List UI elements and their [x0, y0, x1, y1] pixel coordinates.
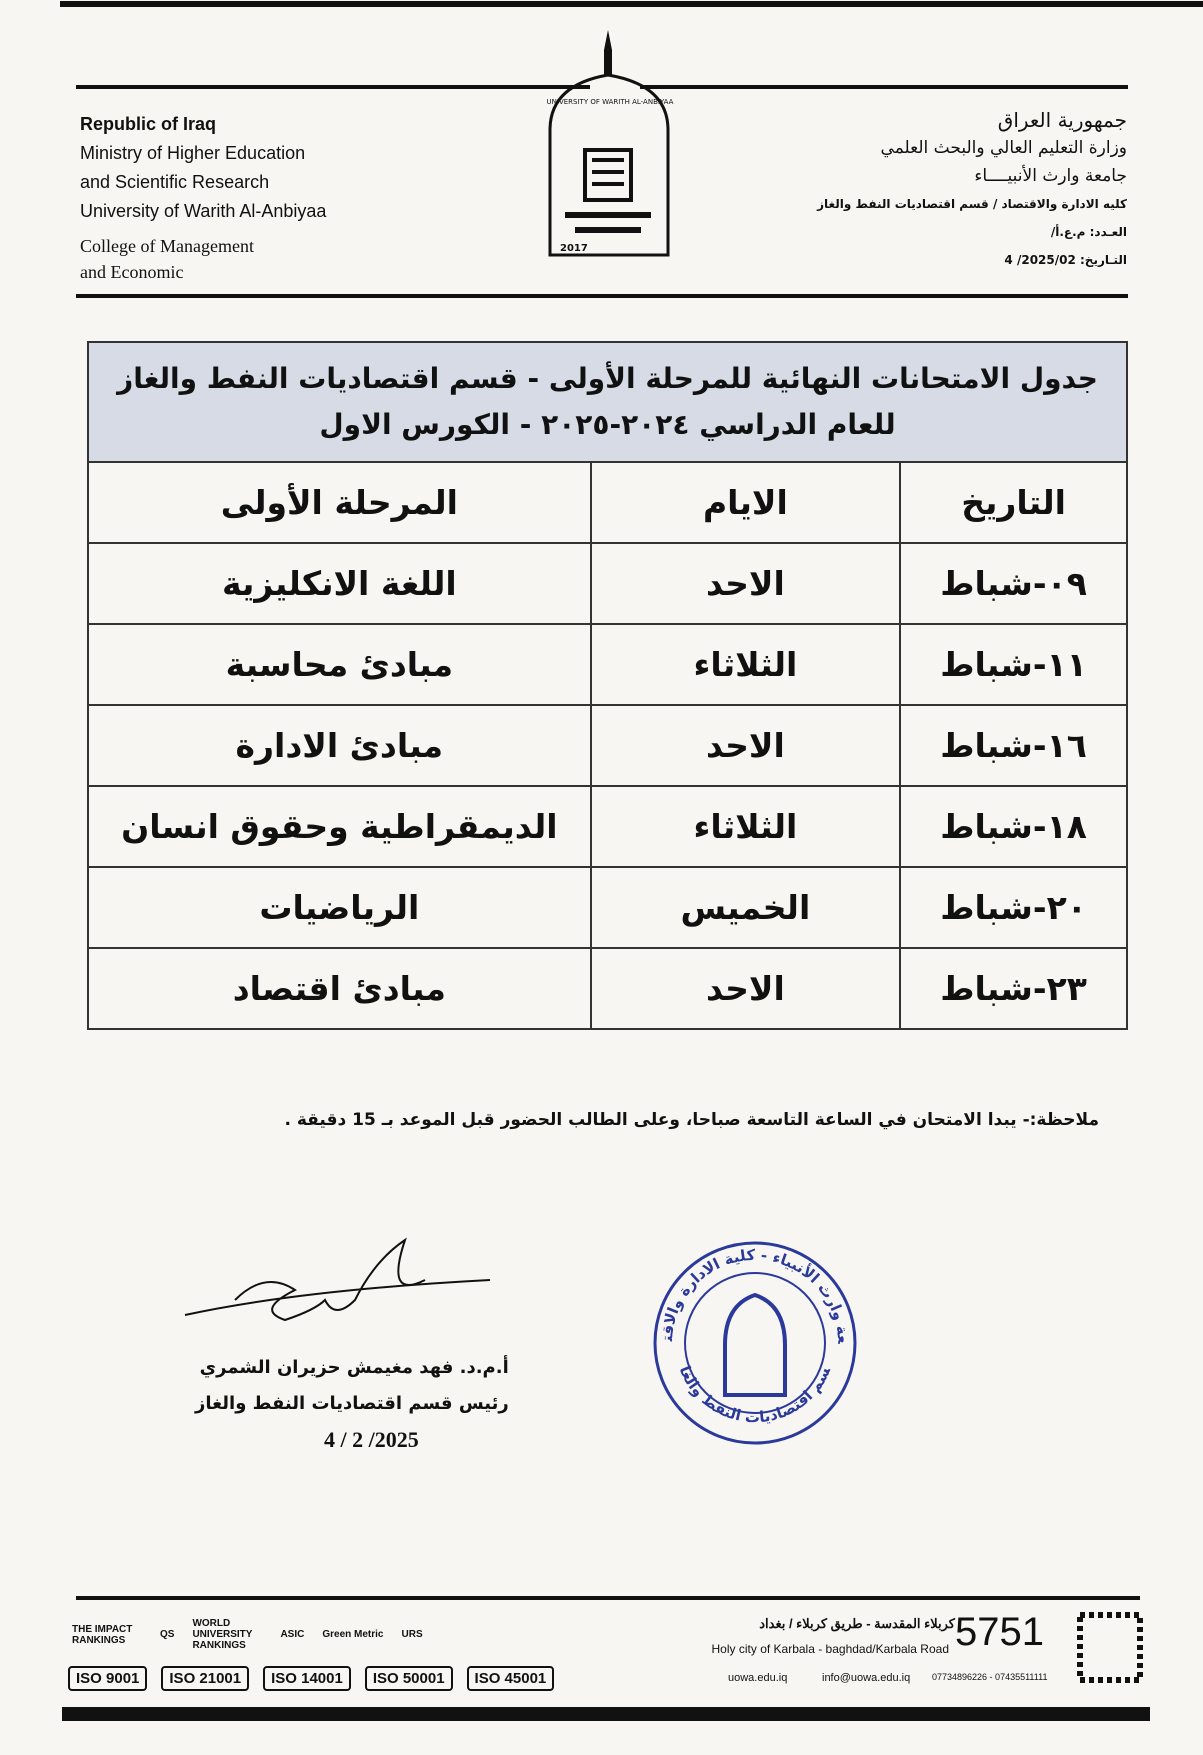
header-right-line: كليه الادارة والاقتصاد / قسم اقتصاديات ا…	[817, 197, 1127, 211]
header-left-line: College of Management	[80, 236, 254, 256]
column-header: المرحلة الأولى	[87, 461, 592, 544]
table-cell: الثلاثاء	[589, 623, 902, 706]
table-cell: ١٦-شباط	[899, 704, 1128, 787]
header-right-line: جامعة وارث الأنبيــــاء	[974, 166, 1127, 186]
ranking-badge: QS	[160, 1629, 175, 1640]
signature: أ.م.د. فهد مغيمش حزيران الشمري رئيس قسم …	[195, 1350, 509, 1458]
table-row: ٠٩-شباط الاحد اللغة الانكليزية	[87, 542, 1128, 625]
header-left: Republic of Iraq Ministry of Higher Educa…	[80, 110, 326, 287]
email: info@uowa.edu.iq	[822, 1672, 911, 1684]
table-cell: الديمقراطية وحقوق انسان	[87, 785, 592, 868]
table-cell: ١١-شباط	[899, 623, 1128, 706]
header-left-line: Republic of Iraq	[80, 114, 217, 134]
table-cell: الاحد	[589, 947, 902, 1030]
table-row: ٢٣-شباط الاحد مبادئ اقتصاد	[87, 947, 1128, 1030]
header-right: جمهورية العراق وزارة التعليم العالي والبح…	[817, 106, 1127, 274]
stamp	[653, 1241, 857, 1445]
note: ملاحظة:- يبدا الامتحان في الساعة التاسعة…	[284, 1110, 1099, 1130]
iso-badge: ISO 21001	[161, 1666, 250, 1691]
iso-badge: ISO 50001	[364, 1666, 453, 1691]
table-row: ٢٠-شباط الخميس الرياضيات	[87, 866, 1128, 949]
header-right-line: العـدد: م.ع.أ/	[1050, 225, 1127, 239]
ranking-badge: WORLD UNIVERSITY RANKINGS	[192, 1618, 253, 1651]
iso-badges: ISO 9001 ISO 21001 ISO 14001 ISO 50001 ISO 4…	[68, 1666, 555, 1691]
table-cell: ١٨-شباط	[899, 785, 1128, 868]
iso-badge: ISO 45001	[466, 1666, 555, 1691]
ranking-badge: ASIC	[280, 1629, 305, 1640]
signer-name: أ.م.د. فهد مغيمش حزيران الشمري	[199, 1357, 509, 1378]
table-row: ١٦-شباط الاحد مبادئ الادارة	[87, 704, 1128, 787]
website: uowa.edu.iq	[728, 1672, 788, 1684]
signature-date: 2025/ 2 / 4	[324, 1427, 419, 1452]
logo	[548, 30, 670, 257]
header-left-line: and Scientific Research	[80, 172, 270, 192]
table-row: ١٨-شباط الثلاثاء الديمقراطية وحقوق انسان	[87, 785, 1128, 868]
logo-year: 2017	[560, 243, 588, 254]
column-header: التاريخ	[899, 461, 1128, 544]
column-header: الايام	[589, 461, 902, 544]
ranking-badge: URS	[401, 1629, 423, 1640]
ranking-badge: THE IMPACT RANKINGS	[72, 1623, 133, 1646]
table-cell: ٢٣-شباط	[899, 947, 1128, 1030]
logo-ring: UNIVERSITY OF WARITH AL-ANBIYAA	[546, 98, 674, 106]
table-cell: اللغة الانكليزية	[87, 542, 592, 625]
ranking-badge: Green Metric	[322, 1629, 384, 1640]
iso-badge: ISO 14001	[263, 1666, 351, 1691]
table-cell: مبادئ الادارة	[87, 704, 592, 787]
exam-table: جدول الامتحانات النهائية للمرحلة الأولى …	[87, 341, 1128, 1030]
table-cell: الخميس	[589, 866, 902, 949]
header-row: التاريخ الايام المرحلة الأولى	[87, 461, 1128, 544]
phones: 07734896226 - 07435511111	[932, 1672, 1048, 1682]
table-cell: الثلاثاء	[589, 785, 902, 868]
header-right-line: وزارة التعليم العالي والبحث العلمي	[880, 138, 1127, 158]
iso-badge: ISO 9001	[68, 1666, 148, 1691]
address: كربلاء المقدسة - طريق كربلاء / بغداد	[759, 1616, 955, 1631]
table-cell: مبادئ اقتصاد	[87, 947, 592, 1030]
table-title: جدول الامتحانات النهائية للمرحلة الأولى …	[87, 341, 1128, 463]
qr-code	[1077, 1612, 1143, 1683]
header-left-line: Ministry of Higher Education	[80, 143, 306, 163]
table-cell: ٢٠-شباط	[899, 866, 1128, 949]
table-cell: مبادئ محاسبة	[87, 623, 592, 706]
table-row: ١١-شباط الثلاثاء مبادئ محاسبة	[87, 623, 1128, 706]
table-cell: ٠٩-شباط	[899, 542, 1128, 625]
table-cell: الاحد	[589, 704, 902, 787]
header-right-line: جمهورية العراق	[997, 108, 1127, 132]
signature-scribble	[184, 1237, 491, 1322]
header-right-line: التـاريخ: 2025/02/ 4	[1004, 253, 1127, 267]
signer-position: رئيس قسم اقتصاديات النفط والغاز	[195, 1393, 509, 1414]
table-cell: الرياضيات	[87, 866, 592, 949]
header-left-line: and Economic	[80, 262, 184, 282]
badges: THE IMPACT RANKINGS QS WORLD UNIVERSITY RA…	[72, 1618, 423, 1651]
header-left-line: University of Warith Al-Anbiyaa	[80, 201, 327, 221]
hotline: 5751	[955, 1610, 1044, 1654]
table-cell: الاحد	[589, 542, 902, 625]
address-en: Holy city of Karbala - baghdad/Karbala R…	[711, 1642, 949, 1656]
